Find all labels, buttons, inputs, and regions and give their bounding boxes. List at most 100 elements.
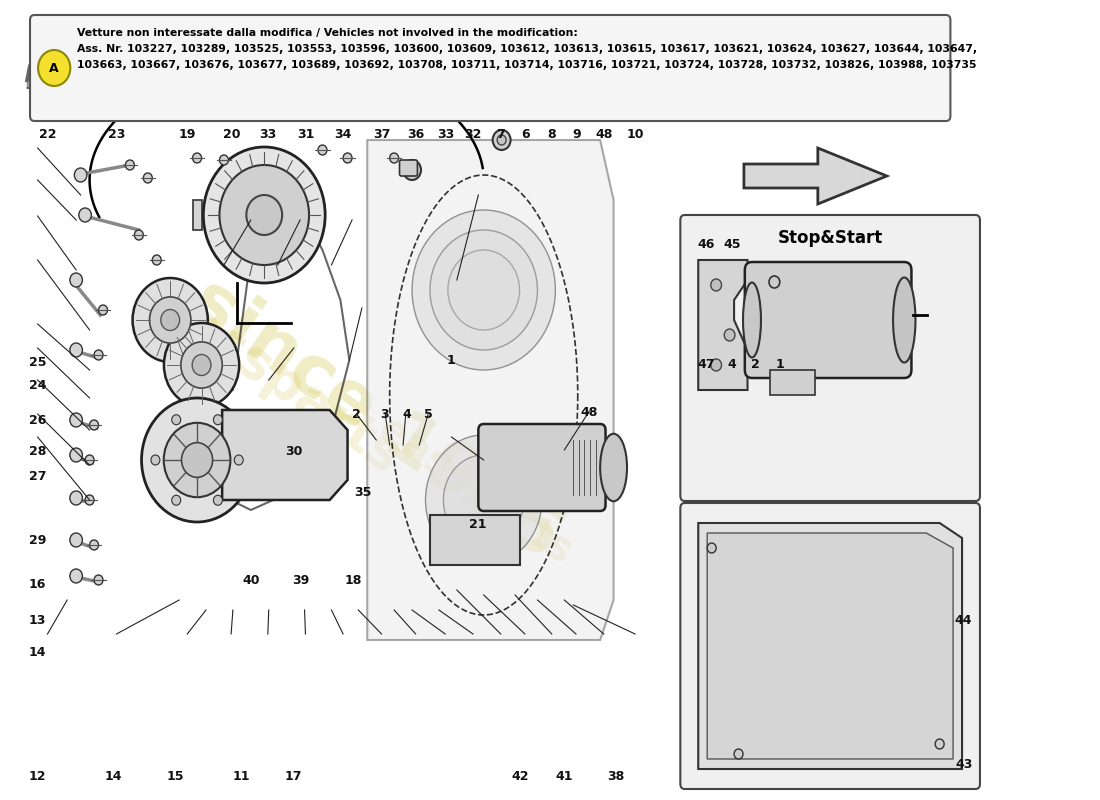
Text: Stop&Start: Stop&Start (778, 229, 883, 247)
Circle shape (493, 130, 510, 150)
Circle shape (246, 195, 283, 235)
Circle shape (412, 210, 556, 370)
Polygon shape (430, 515, 519, 565)
Text: 24: 24 (29, 379, 46, 392)
Text: 32: 32 (464, 128, 482, 141)
Text: 29: 29 (29, 534, 46, 546)
Text: 1: 1 (447, 354, 455, 366)
Circle shape (99, 305, 108, 315)
Text: 9: 9 (572, 128, 581, 141)
Text: 48: 48 (595, 128, 613, 141)
Text: 35: 35 (354, 486, 372, 498)
FancyBboxPatch shape (30, 15, 950, 121)
Text: 21: 21 (469, 518, 486, 530)
Text: 11: 11 (233, 770, 250, 782)
Text: 17: 17 (285, 770, 303, 782)
Text: since 1985: since 1985 (177, 266, 575, 574)
Circle shape (70, 491, 82, 505)
Text: 12: 12 (29, 770, 46, 782)
Circle shape (213, 414, 222, 425)
Circle shape (95, 350, 103, 360)
Text: eassparts: eassparts (368, 407, 581, 573)
Polygon shape (367, 140, 614, 640)
Circle shape (161, 310, 179, 330)
Circle shape (150, 297, 191, 343)
Text: 43: 43 (955, 758, 972, 770)
Circle shape (133, 278, 208, 362)
Circle shape (403, 160, 421, 180)
Circle shape (75, 168, 87, 182)
Text: A: A (50, 62, 59, 74)
Text: 7: 7 (496, 128, 505, 141)
Circle shape (711, 279, 722, 291)
Circle shape (318, 145, 327, 155)
Text: 45: 45 (724, 238, 741, 250)
FancyBboxPatch shape (478, 424, 605, 511)
Circle shape (769, 276, 780, 288)
Polygon shape (698, 523, 962, 769)
Polygon shape (744, 148, 887, 204)
Text: 39: 39 (292, 574, 309, 586)
Text: 1: 1 (776, 358, 784, 370)
Circle shape (443, 455, 524, 545)
Circle shape (707, 543, 716, 553)
Circle shape (172, 414, 180, 425)
Circle shape (192, 354, 211, 375)
Circle shape (70, 448, 82, 462)
Text: 13: 13 (29, 614, 46, 626)
Text: 4: 4 (728, 358, 737, 370)
Circle shape (70, 343, 82, 357)
Circle shape (89, 540, 99, 550)
Text: 28: 28 (29, 446, 46, 458)
Text: 2: 2 (352, 408, 361, 421)
Circle shape (204, 147, 326, 283)
Text: 15: 15 (166, 770, 184, 782)
Text: 46: 46 (697, 238, 715, 250)
Text: Ass. Nr. 103227, 103289, 103525, 103553, 103596, 103600, 103609, 103612, 103613,: Ass. Nr. 103227, 103289, 103525, 103553,… (77, 44, 978, 54)
Circle shape (426, 435, 542, 565)
Circle shape (408, 165, 417, 175)
Circle shape (79, 208, 91, 222)
Circle shape (182, 442, 212, 478)
Text: 10: 10 (627, 128, 645, 141)
Circle shape (309, 103, 318, 113)
Circle shape (70, 569, 82, 583)
FancyBboxPatch shape (305, 97, 322, 113)
Text: 30: 30 (285, 446, 303, 458)
Circle shape (389, 153, 398, 163)
Circle shape (142, 398, 253, 522)
Circle shape (151, 455, 160, 465)
Circle shape (192, 153, 201, 163)
Circle shape (234, 455, 243, 465)
FancyBboxPatch shape (399, 160, 417, 176)
Circle shape (172, 495, 180, 506)
Circle shape (89, 420, 99, 430)
Circle shape (180, 342, 222, 388)
Text: 8: 8 (548, 128, 557, 141)
Text: 3: 3 (379, 408, 388, 421)
Circle shape (343, 153, 352, 163)
Circle shape (213, 495, 222, 506)
Circle shape (143, 173, 152, 183)
Text: 25: 25 (29, 356, 46, 369)
Circle shape (448, 250, 519, 330)
Circle shape (935, 739, 944, 749)
Circle shape (70, 273, 82, 287)
Circle shape (85, 495, 95, 505)
Polygon shape (770, 370, 815, 395)
Text: 36: 36 (407, 128, 425, 141)
Circle shape (70, 533, 82, 547)
Text: 31: 31 (297, 128, 315, 141)
FancyBboxPatch shape (680, 503, 980, 789)
Circle shape (711, 359, 722, 371)
Circle shape (85, 455, 95, 465)
Text: 2: 2 (751, 358, 760, 370)
Text: 103663, 103667, 103676, 103677, 103689, 103692, 103708, 103711, 103714, 103716, : 103663, 103667, 103676, 103677, 103689, … (77, 60, 977, 70)
Polygon shape (192, 200, 201, 230)
Text: 48: 48 (581, 406, 598, 418)
Text: 26: 26 (29, 414, 46, 426)
Text: 14: 14 (29, 646, 46, 658)
Ellipse shape (601, 434, 627, 502)
Circle shape (734, 749, 742, 759)
Text: 37: 37 (374, 128, 390, 141)
